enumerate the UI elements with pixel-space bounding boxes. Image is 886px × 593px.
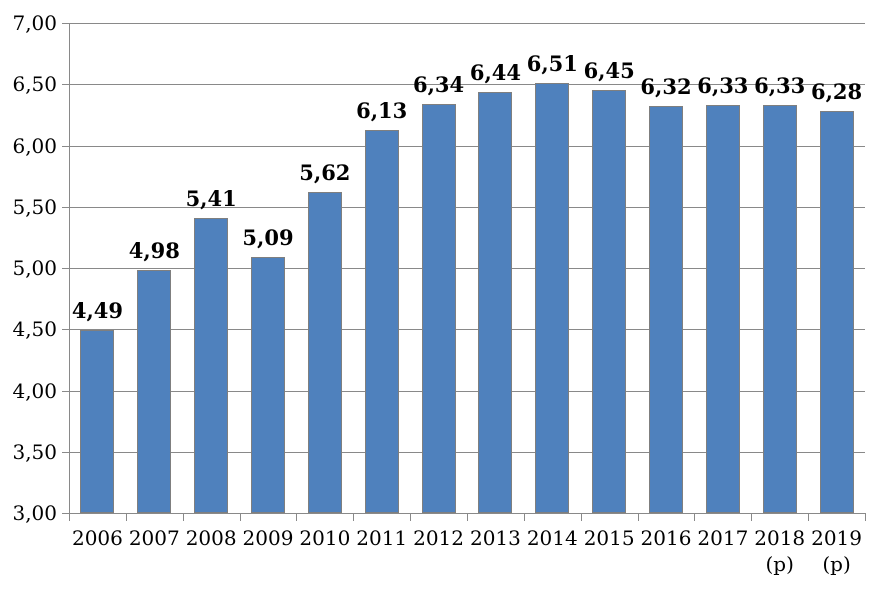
- bar-value-label: 6,28: [810, 79, 863, 105]
- x-axis-category-label: 2018: [754, 526, 806, 550]
- y-axis-line: [69, 23, 70, 513]
- x-axis-tick: [410, 513, 412, 521]
- x-axis-category-note: (p): [765, 552, 794, 576]
- bar-2018: [762, 105, 797, 513]
- x-axis-category-label: 2016: [640, 526, 692, 550]
- x-axis-tick: [865, 513, 866, 521]
- bar-2007: [137, 270, 172, 513]
- bar-value-label: 4,98: [128, 238, 180, 264]
- bar-value-label: 5,62: [299, 160, 351, 186]
- x-axis-category-label: 2013: [469, 526, 521, 550]
- bar-2016: [649, 106, 683, 513]
- bar-value-label: 6,34: [412, 71, 465, 97]
- y-axis-tick: [62, 391, 69, 392]
- x-axis-tick: [694, 513, 696, 521]
- bar-value-label: 6,33: [697, 73, 749, 99]
- x-axis-tick: [69, 513, 70, 521]
- x-axis-tick: [808, 513, 810, 521]
- bar-2008: [194, 217, 229, 513]
- bar-value-label: 6,33: [754, 73, 806, 99]
- bar-value-label: 5,09: [242, 224, 294, 250]
- bar-2011: [364, 129, 399, 513]
- gridline: [69, 452, 865, 453]
- x-axis-category-label: 2009: [242, 526, 294, 550]
- gridline: [69, 23, 865, 24]
- y-axis-tick-label: 4,00: [12, 379, 57, 403]
- x-axis-category-label: 2012: [413, 526, 465, 550]
- y-axis-tick-label: 4,50: [12, 317, 57, 341]
- y-axis-tick-label: 7,00: [12, 11, 57, 35]
- x-axis-category-label: 2019: [811, 526, 863, 550]
- bar-value-label: 5,41: [185, 185, 237, 211]
- bar-2009: [251, 256, 285, 513]
- x-axis-category-label: 2010: [299, 526, 351, 550]
- x-axis-tick: [751, 513, 753, 521]
- x-axis-category-label: 2015: [583, 526, 635, 550]
- x-axis-category-label: 2007: [128, 526, 180, 550]
- x-axis-tick: [296, 513, 298, 521]
- bar-value-label: 6,13: [356, 97, 408, 123]
- x-axis-tick: [637, 513, 639, 521]
- bar-value-label: 6,45: [583, 58, 635, 84]
- x-axis-category-label: 2006: [71, 526, 123, 550]
- bar-2006: [80, 330, 115, 513]
- x-axis-category-label: 2017: [697, 526, 749, 550]
- gridline: [69, 329, 865, 330]
- x-axis-tick: [523, 513, 525, 521]
- y-axis-tick-label: 5,50: [12, 195, 57, 219]
- x-axis-category-note: (p): [822, 552, 851, 576]
- x-axis-tick: [353, 513, 355, 521]
- y-axis-tick-label: 3,00: [12, 501, 57, 525]
- bar-value-label: 6,44: [469, 59, 521, 85]
- y-axis-tick: [62, 207, 69, 208]
- x-axis-category-label: 2008: [185, 526, 237, 550]
- bar-value-label: 4,49: [71, 298, 123, 324]
- bar-value-label: 6,51: [526, 51, 578, 77]
- gridline: [69, 207, 865, 208]
- bar-2019: [819, 111, 854, 513]
- bar-2013: [478, 91, 513, 513]
- x-axis-tick: [125, 513, 127, 521]
- gridline: [69, 146, 865, 147]
- x-axis-category-label: 2011: [356, 526, 408, 550]
- bar-2012: [421, 103, 456, 513]
- y-axis-tick: [62, 146, 69, 147]
- gridline: [69, 84, 865, 85]
- gridline: [69, 391, 865, 392]
- bar-2014: [535, 83, 570, 513]
- x-axis-category-label: 2014: [526, 526, 578, 550]
- x-axis-tick: [580, 513, 582, 521]
- gridline: [69, 268, 865, 269]
- x-axis-tick: [182, 513, 184, 521]
- bar-2010: [307, 192, 342, 513]
- bar-2017: [705, 105, 740, 513]
- y-axis-tick: [62, 452, 69, 453]
- y-axis-tick: [62, 84, 69, 85]
- y-axis-tick: [62, 513, 69, 514]
- y-axis-tick-label: 6,50: [12, 72, 57, 96]
- y-axis-tick-label: 5,00: [12, 256, 57, 280]
- y-axis-tick: [62, 268, 69, 269]
- y-axis-tick: [62, 23, 69, 24]
- y-axis-tick-label: 6,00: [12, 134, 57, 158]
- y-axis-tick-label: 3,50: [12, 440, 57, 464]
- x-axis-tick: [239, 513, 241, 521]
- x-axis-tick: [467, 513, 468, 521]
- bar-2015: [592, 90, 627, 513]
- y-axis-tick: [62, 329, 69, 330]
- bar-value-label: 6,32: [640, 74, 692, 100]
